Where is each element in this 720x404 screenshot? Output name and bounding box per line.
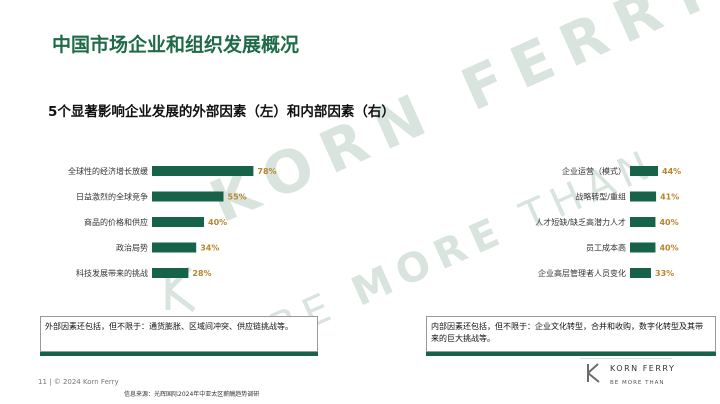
value-label-left-2: 40% <box>208 218 227 227</box>
slide-title: 中国市场企业和组织发展概况 <box>52 34 300 56</box>
bar-right-1 <box>630 191 657 202</box>
value-label-left-1: 55% <box>228 193 247 202</box>
bar-left-2 <box>152 217 204 227</box>
value-label-right-2: 40% <box>659 218 678 227</box>
category-label-left-4: 科技发展带来的挑战 <box>76 268 148 278</box>
bar-left-1 <box>152 191 224 202</box>
category-label-right-2: 人才短缺/缺乏高潜力人才 <box>535 217 626 227</box>
category-label-right-0: 企业运营（模式） <box>562 166 626 176</box>
category-label-right-1: 战略转型/重组 <box>575 192 626 202</box>
bar-left-0 <box>152 166 254 176</box>
brand-tagline: BE MORE THAN <box>610 380 665 386</box>
category-label-right-4: 企业高层管理者人员变化 <box>538 268 626 278</box>
category-label-left-0: 全球性的经济增长放缓 <box>68 166 148 176</box>
brand-logo-icon <box>587 363 600 383</box>
source-note: 信息来源：光辉国际2024年中亚太区薪酬趋势调研 <box>124 391 260 398</box>
value-label-right-4: 33% <box>655 269 674 278</box>
value-label-left-4: 28% <box>192 269 211 278</box>
bar-right-3 <box>630 242 656 253</box>
bar-right-4 <box>630 268 651 278</box>
brand-name: KORN FERRY <box>610 364 676 373</box>
value-label-left-3: 34% <box>200 244 219 253</box>
bar-left-3 <box>152 242 197 253</box>
right-note-box: 内部因素还包括，但不限于：企业文化转型，合并和收购，数字化转型及其带来的巨大挑战… <box>426 316 716 352</box>
bar-right-0 <box>630 166 658 176</box>
value-label-left-0: 78% <box>257 167 276 176</box>
slide-subtitle: 5个显著影响企业发展的外部因素（左）和内部因素（右） <box>48 104 395 120</box>
value-label-right-3: 40% <box>659 244 678 253</box>
left-note-text: 外部因素还包括，但不限于：通货膨胀、区域间冲突、供应链挑战等。 <box>45 322 293 331</box>
value-label-right-1: 41% <box>660 193 679 202</box>
category-label-right-3: 员工成本高 <box>586 243 626 253</box>
category-label-left-1: 日益激烈的全球竞争 <box>76 192 148 202</box>
bar-left-4 <box>152 268 189 278</box>
right-note-text: 内部因素还包括，但不限于：企业文化转型，合并和收购，数字化转型及其带来的巨大挑战… <box>431 322 703 343</box>
left-note-box: 外部因素还包括，但不限于：通货膨胀、区域间冲突、供应链挑战等。 <box>40 316 318 352</box>
category-label-left-2: 商品的价格和供应 <box>84 217 148 227</box>
value-label-right-0: 44% <box>662 167 681 176</box>
footer-page-info: 11 | © 2024 Korn Ferry <box>38 378 119 386</box>
bar-right-2 <box>630 217 656 227</box>
footer-divider <box>580 358 672 359</box>
category-label-left-3: 政治局势 <box>116 243 148 253</box>
